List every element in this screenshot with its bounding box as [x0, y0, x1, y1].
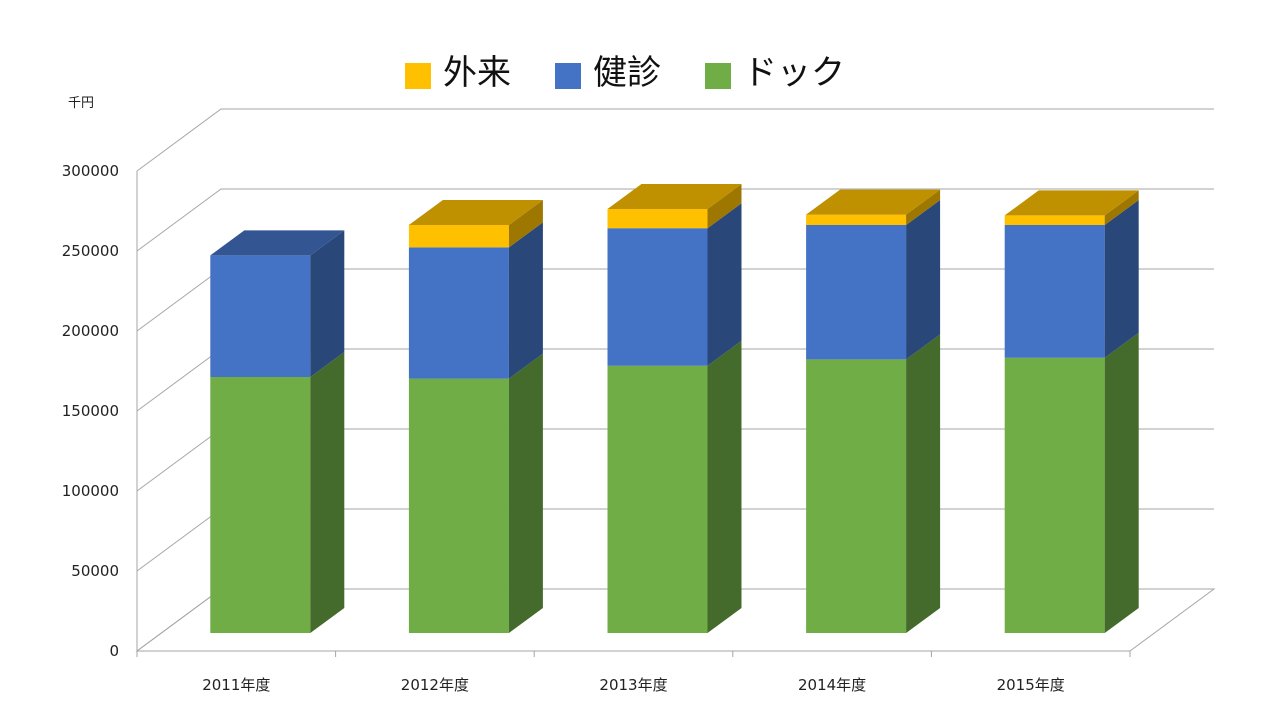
bar-segment	[806, 225, 907, 360]
bar-segment	[806, 359, 907, 633]
legend-label: 健診	[593, 53, 661, 93]
legend-swatch	[405, 63, 431, 89]
y-tick-label: 200000	[62, 322, 119, 340]
legend-swatch	[555, 63, 581, 89]
bar-segment-side	[1104, 190, 1139, 225]
bar-segment	[607, 365, 708, 633]
bar-segment	[1004, 357, 1105, 633]
x-axis: 2011年度 2012年度 2013年度 2014年度 2015年度	[136, 650, 1131, 694]
bar-stack	[1004, 190, 1139, 633]
bar-segment-side	[310, 230, 345, 377]
legend-swatch	[705, 63, 731, 89]
y-tick-label: 150000	[62, 402, 119, 420]
legend-item: 健診	[555, 53, 661, 93]
bar-segment	[1004, 215, 1105, 225]
bar-segment-top	[1004, 190, 1139, 216]
y-tick-label: 100000	[62, 482, 119, 500]
legend-item: ドック	[705, 53, 845, 93]
legend: 外来 健診 ドック	[405, 53, 845, 93]
legend-label: 外来	[443, 53, 511, 93]
bar-segment-side	[906, 334, 941, 633]
bars	[210, 184, 1139, 633]
bar-segment	[408, 378, 509, 633]
y-axis-unit-label: 千円	[68, 96, 94, 111]
bar-segment-side	[906, 200, 941, 360]
bar-segment-side	[707, 184, 742, 229]
x-tick-label: 2011年度	[202, 676, 270, 694]
bar-segment	[408, 225, 509, 248]
y-tick-label: 300000	[62, 162, 119, 180]
y-tick-label: 50000	[71, 562, 119, 580]
bar-segment-side	[310, 352, 345, 633]
x-tick-label: 2015年度	[997, 676, 1065, 694]
bar-segment-side	[508, 222, 543, 379]
bar-segment	[607, 228, 708, 366]
bar-segment-side	[906, 189, 941, 225]
bar-segment-top	[408, 200, 543, 225]
bar-segment-side	[1104, 200, 1139, 358]
bar-segment-side	[707, 340, 742, 633]
bar-segment-top	[607, 184, 742, 209]
bar-segment	[1004, 225, 1105, 358]
bar-segment	[210, 377, 311, 633]
x-tick-label: 2013年度	[599, 676, 667, 694]
gridline	[136, 108, 1214, 172]
bar-stack	[607, 184, 742, 633]
bar-segment-top	[806, 189, 941, 215]
x-tick-label: 2012年度	[401, 676, 469, 694]
bar-segment	[607, 209, 708, 229]
bar-stack	[408, 200, 543, 633]
bar-segment-side	[508, 200, 543, 248]
legend-item: 外来	[405, 53, 511, 93]
bar-stack	[210, 230, 345, 633]
y-axis: 0 50000 100000 150000 200000 250000 300000	[62, 162, 138, 660]
legend-label: ドック	[743, 53, 845, 93]
x-tick-label: 2014年度	[798, 676, 866, 694]
bar-segment	[806, 214, 907, 225]
y-tick-label: 250000	[62, 242, 119, 260]
bar-segment-side	[508, 353, 543, 633]
bar-segment-top	[210, 230, 345, 256]
bar-segment-side	[707, 203, 742, 366]
bar-segment	[210, 255, 311, 377]
bar-segment-side	[1104, 332, 1139, 633]
y-tick-label: 0	[109, 642, 119, 660]
bar-stack	[806, 189, 941, 633]
gridline	[136, 188, 1214, 252]
bar-segment	[408, 247, 509, 379]
